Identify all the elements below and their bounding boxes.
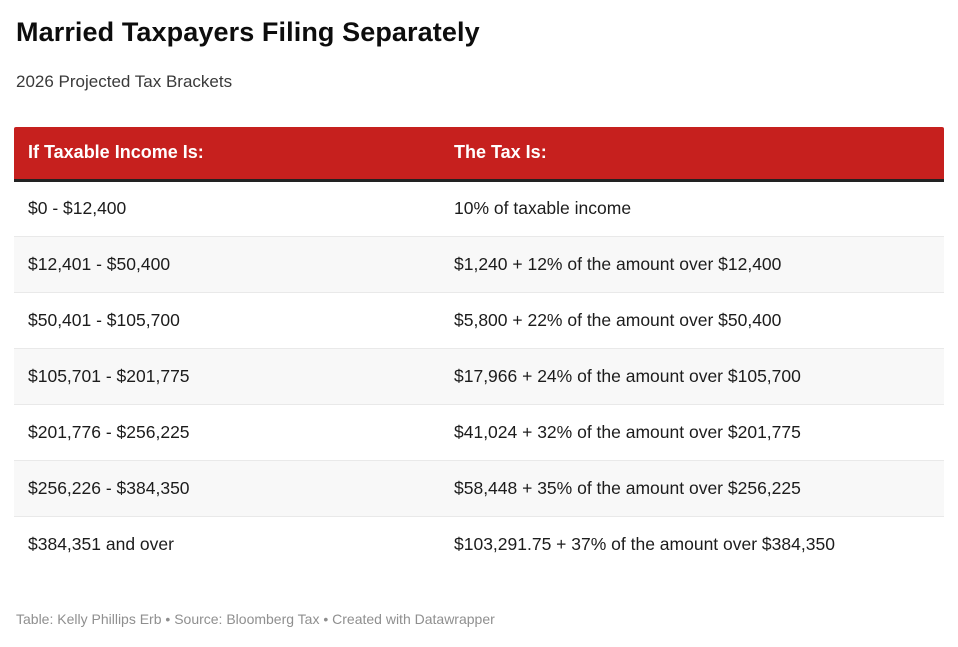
table-row: $201,776 - $256,225 $41,024 + 32% of the… — [14, 403, 944, 460]
column-header-tax: The Tax Is: — [440, 127, 944, 182]
income-range-cell: $12,401 - $50,400 — [14, 235, 440, 292]
table-row: $12,401 - $50,400 $1,240 + 12% of the am… — [14, 235, 944, 292]
income-range-cell: $384,351 and over — [14, 515, 440, 572]
income-range-cell: $201,776 - $256,225 — [14, 403, 440, 460]
table-row: $0 - $12,400 10% of taxable income — [14, 180, 944, 236]
tax-formula-cell: $5,800 + 22% of the amount over $50,400 — [440, 291, 944, 348]
page-subtitle: 2026 Projected Tax Brackets — [16, 72, 233, 91]
page-title: Married Taxpayers Filing Separately — [16, 17, 480, 47]
table-credit-footer: Table: Kelly Phillips Erb • Source: Bloo… — [16, 611, 495, 627]
table-row: $105,701 - $201,775 $17,966 + 24% of the… — [14, 347, 944, 404]
income-range-cell: $105,701 - $201,775 — [14, 347, 440, 404]
tax-formula-cell: 10% of taxable income — [440, 180, 944, 236]
income-range-cell: $256,226 - $384,350 — [14, 459, 440, 516]
tax-formula-cell: $58,448 + 35% of the amount over $256,22… — [440, 459, 944, 516]
tax-formula-cell: $41,024 + 32% of the amount over $201,77… — [440, 403, 944, 460]
income-range-cell: $0 - $12,400 — [14, 180, 440, 236]
table-row: $384,351 and over $103,291.75 + 37% of t… — [14, 515, 944, 572]
income-range-cell: $50,401 - $105,700 — [14, 291, 440, 348]
table-header-row: If Taxable Income Is: The Tax Is: — [14, 127, 944, 182]
table-row: $256,226 - $384,350 $58,448 + 35% of the… — [14, 459, 944, 516]
table-row: $50,401 - $105,700 $5,800 + 22% of the a… — [14, 291, 944, 348]
tax-formula-cell: $103,291.75 + 37% of the amount over $38… — [440, 515, 944, 572]
tax-formula-cell: $17,966 + 24% of the amount over $105,70… — [440, 347, 944, 404]
tax-brackets-table: If Taxable Income Is: The Tax Is: $0 - $… — [14, 127, 944, 572]
tax-formula-cell: $1,240 + 12% of the amount over $12,400 — [440, 235, 944, 292]
column-header-taxable-income: If Taxable Income Is: — [14, 127, 440, 182]
